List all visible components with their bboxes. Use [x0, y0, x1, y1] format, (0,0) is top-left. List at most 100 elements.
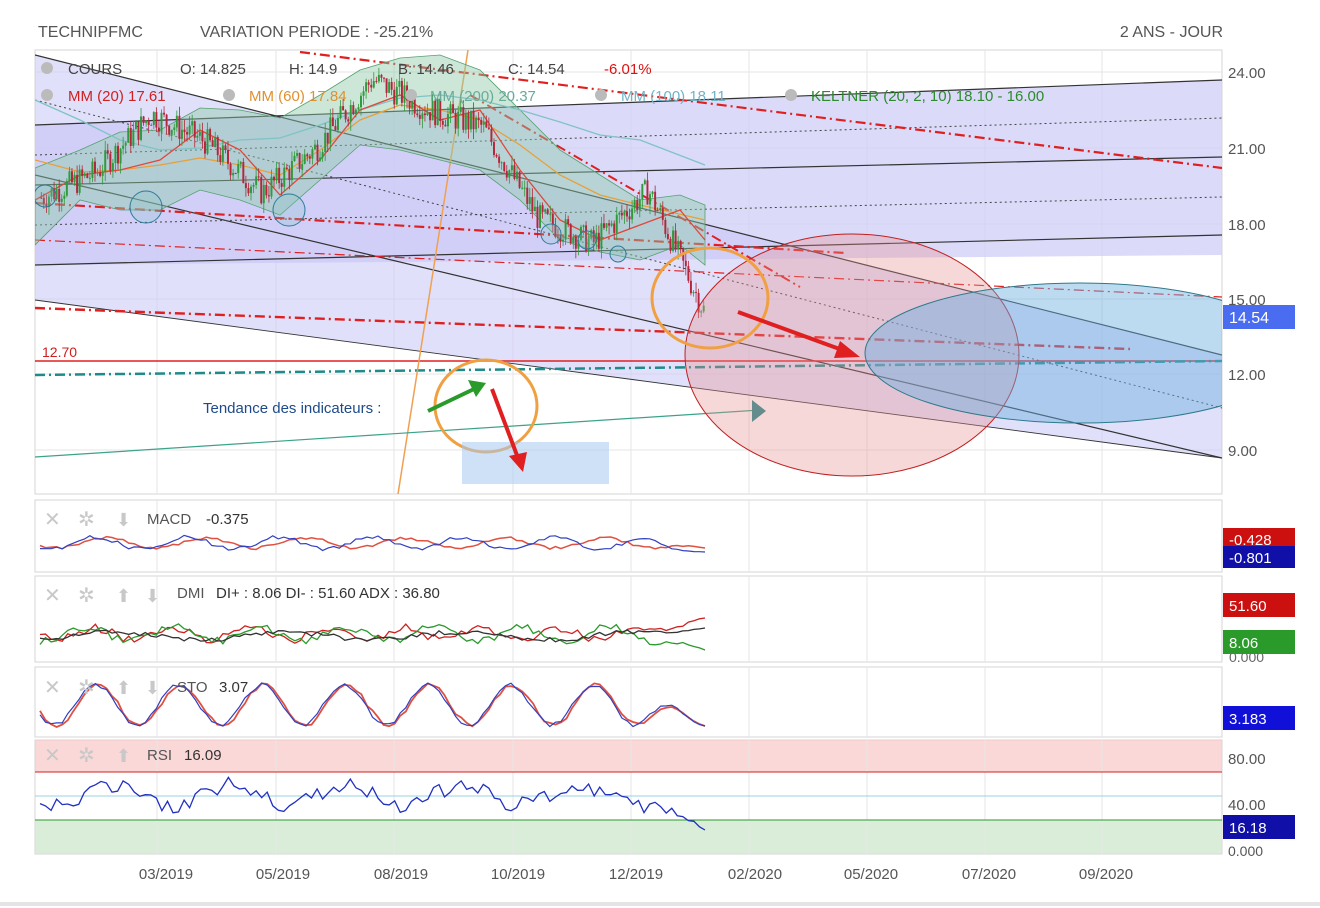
candle — [155, 112, 158, 128]
price-tick: 18.00 — [1228, 217, 1266, 234]
sto-label: STO — [177, 679, 208, 696]
candle — [421, 113, 424, 119]
macd-tag1: -0.428 — [1229, 532, 1272, 549]
support-line-teal — [35, 359, 1222, 377]
candle — [257, 176, 260, 178]
candle — [377, 74, 380, 82]
candle — [119, 148, 122, 164]
candle — [122, 145, 125, 149]
variation-label: VARIATION PERIODE : -25.21% — [200, 24, 433, 41]
candle — [293, 155, 296, 162]
close-icon[interactable]: ✕ — [44, 745, 61, 767]
gear-icon[interactable] — [223, 89, 235, 101]
gear-icon[interactable] — [595, 89, 607, 101]
candle — [572, 236, 575, 244]
gear-icon[interactable]: ✲ — [78, 745, 95, 767]
candle — [183, 129, 186, 133]
candle — [196, 135, 199, 138]
candle — [303, 154, 306, 164]
candle — [152, 112, 155, 125]
candle — [219, 155, 222, 162]
move-up-icon[interactable]: ⬆ — [116, 746, 131, 766]
mm60-line — [35, 104, 706, 221]
trend-label: Tendance des indicateurs : — [203, 400, 381, 417]
candle — [78, 169, 81, 193]
legend-row-1: COURS O: 14.825 H: 14.9 B: 14.46 C: 14.5… — [41, 61, 652, 78]
candle — [562, 239, 565, 242]
candle — [418, 115, 421, 119]
move-down-icon[interactable]: ⬇ — [116, 510, 131, 530]
candle — [55, 188, 58, 200]
candle — [523, 187, 526, 189]
candle — [633, 199, 636, 209]
candle — [76, 174, 79, 193]
candle — [129, 128, 132, 146]
gear-icon[interactable] — [405, 89, 417, 101]
candle — [326, 132, 329, 144]
macd-tag2-bg — [1223, 546, 1295, 568]
candle — [150, 124, 153, 126]
macd-tag2: -0.801 — [1229, 550, 1272, 567]
gear-icon[interactable] — [785, 89, 797, 101]
candle — [193, 121, 196, 138]
candle — [618, 212, 621, 215]
sto-tag1: 3.183 — [1229, 711, 1267, 728]
candle — [577, 240, 580, 249]
candle — [221, 145, 224, 162]
candle — [659, 208, 662, 211]
candle — [73, 174, 76, 183]
candle — [582, 225, 585, 227]
close-icon[interactable]: ✕ — [44, 677, 61, 699]
candle — [109, 153, 112, 172]
move-up-icon[interactable]: ⬆ — [116, 586, 131, 606]
gear-icon[interactable]: ✲ — [78, 585, 95, 607]
change-value: -6.01% — [604, 61, 652, 78]
x-axis: 03/2019 05/2019 08/2019 10/2019 12/2019 … — [139, 866, 1133, 883]
candle — [86, 173, 89, 178]
legend-row-2: MM (20) 17.61 MM (60) 17.84 MM (200) 20.… — [41, 88, 1044, 105]
red-arrow-down — [490, 388, 527, 472]
candle — [664, 219, 667, 234]
candle — [546, 209, 549, 214]
candle — [556, 236, 559, 238]
candle — [454, 112, 457, 129]
close-icon[interactable]: ✕ — [44, 509, 61, 531]
move-down-icon[interactable]: ⬇ — [145, 678, 160, 698]
candle — [510, 165, 513, 171]
candle — [63, 195, 66, 199]
candle — [316, 144, 319, 161]
mm20-line — [35, 94, 706, 241]
gear-icon[interactable] — [41, 89, 53, 101]
rsi-value: 16.09 — [184, 747, 222, 764]
candle — [383, 77, 385, 79]
rsi-panel: ✕ ✲ ⬆ RSI 16.09 80.00 40.00 0.000 16.18 — [34, 739, 1295, 859]
candle — [493, 141, 495, 155]
candle — [170, 129, 173, 135]
gear-icon[interactable]: ✲ — [78, 677, 95, 699]
gear-icon[interactable] — [41, 62, 53, 74]
candle — [423, 113, 426, 116]
move-down-icon[interactable]: ⬇ — [145, 586, 160, 606]
candle — [480, 120, 483, 125]
candle — [313, 144, 316, 150]
candle — [370, 84, 373, 88]
candle — [237, 164, 240, 174]
candle — [106, 150, 109, 154]
candle — [319, 157, 322, 161]
candle — [654, 191, 657, 211]
candle — [477, 117, 480, 121]
gear-icon[interactable]: ✲ — [78, 509, 95, 531]
channel-dotted-lines — [35, 99, 1222, 409]
red-arrow-forecast — [737, 310, 860, 358]
candle — [117, 145, 119, 164]
candle — [275, 167, 278, 181]
candle — [265, 184, 268, 196]
trend-arrowhead — [752, 400, 766, 422]
candle — [329, 117, 332, 144]
macd-label: MACD — [147, 511, 191, 528]
candle — [700, 311, 703, 313]
candle — [260, 177, 263, 204]
move-up-icon[interactable]: ⬆ — [116, 678, 131, 698]
close-icon[interactable]: ✕ — [44, 585, 61, 607]
